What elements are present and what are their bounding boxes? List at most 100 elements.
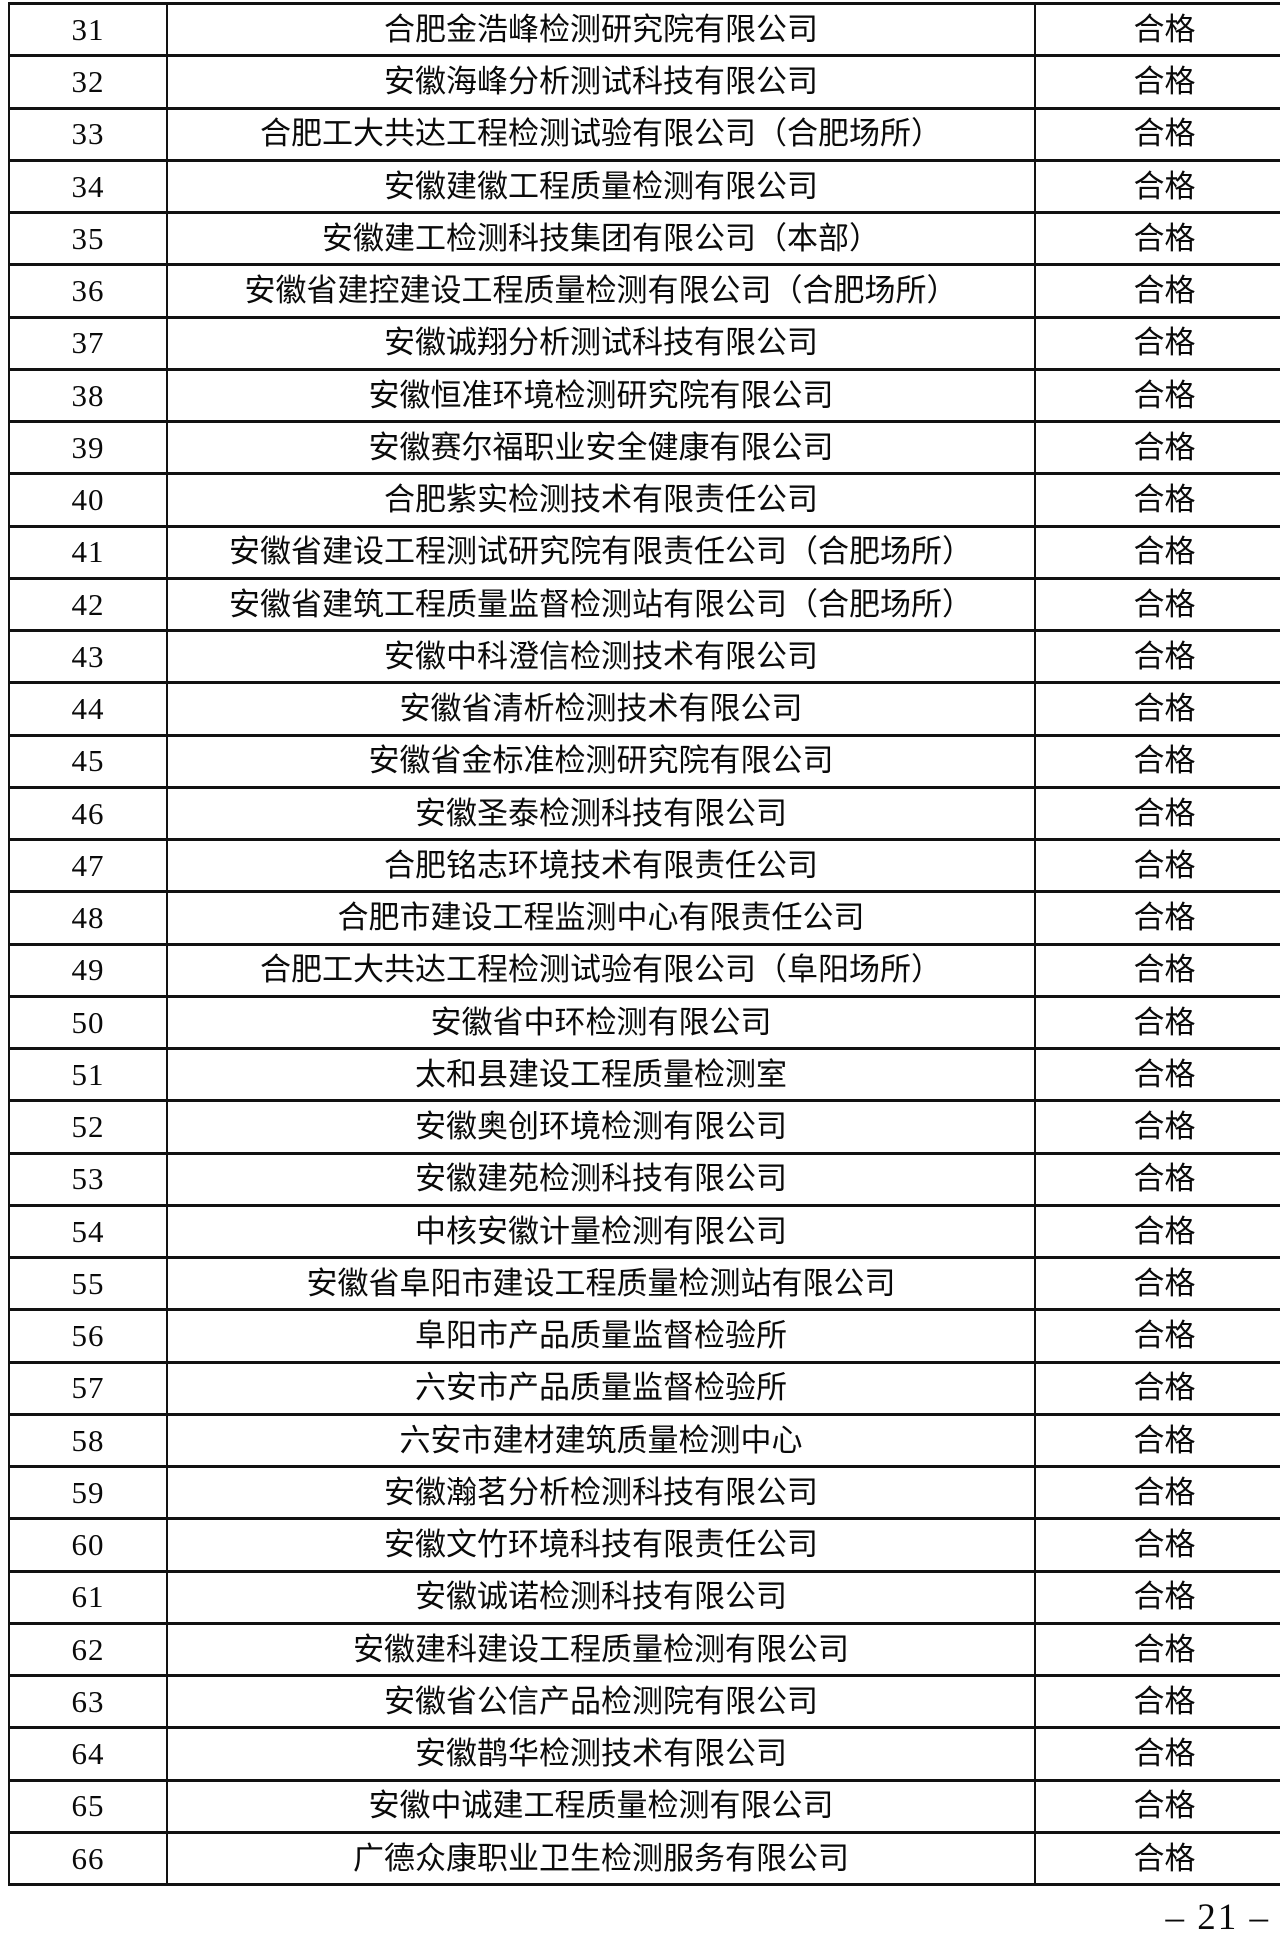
inspection-result-table: 31 合肥金浩峰检测研究院有限公司 合格 32 安徽海峰分析测试科技有限公司 合… (8, 1, 1280, 1887)
result-cell: 合格 (1034, 263, 1280, 319)
result-cell: 合格 (1034, 106, 1280, 162)
company-name-cell: 安徽建科建设工程质量检测有限公司 (166, 1621, 1036, 1678)
company-name-cell: 安徽鹊华检测技术有限公司 (166, 1726, 1036, 1782)
row-number-cell: 43 (8, 628, 168, 685)
company-name-cell: 安徽诚翔分析测试科技有限公司 (166, 315, 1036, 371)
row-number-cell: 60 (8, 1517, 168, 1573)
result-cell: 合格 (1034, 1099, 1280, 1155)
table-row: 49 合肥工大共达工程检测试验有限公司（阜阳场所） 合格 (8, 942, 1280, 998)
company-name-cell: 合肥工大共达工程检测试验有限公司（合肥场所） (166, 106, 1036, 162)
company-name-cell: 安徽奥创环境检测有限公司 (166, 1099, 1036, 1155)
table-row: 45 安徽省金标准检测研究院有限公司 合格 (8, 733, 1280, 789)
row-number-cell: 57 (8, 1360, 168, 1416)
company-name-cell: 安徽恒准环境检测研究院有限公司 (166, 367, 1036, 424)
table-row: 44 安徽省清析检测技术有限公司 合格 (8, 681, 1280, 737)
row-number-cell: 58 (8, 1412, 168, 1469)
company-table-body: 31 合肥金浩峰检测研究院有限公司 合格 32 安徽海峰分析测试科技有限公司 合… (8, 1, 1280, 1887)
row-number-cell: 65 (8, 1778, 168, 1834)
result-cell: 合格 (1034, 158, 1280, 215)
company-name-cell: 安徽省建控建设工程质量检测有限公司（合肥场所） (166, 263, 1036, 319)
row-number-cell: 62 (8, 1621, 168, 1678)
company-name-cell: 合肥市建设工程监测中心有限责任公司 (166, 890, 1036, 946)
row-number-cell: 56 (8, 1308, 168, 1364)
result-cell: 合格 (1034, 1673, 1280, 1730)
row-number-cell: 61 (8, 1569, 168, 1625)
row-number-cell: 31 (8, 1, 168, 58)
table-row: 60 安徽文竹环境科技有限责任公司 合格 (8, 1517, 1280, 1573)
table-row: 40 合肥紫实检测技术有限责任公司 合格 (8, 472, 1280, 528)
result-cell: 合格 (1034, 1151, 1280, 1207)
result-cell: 合格 (1034, 733, 1280, 789)
result-cell: 合格 (1034, 1621, 1280, 1678)
row-number-cell: 36 (8, 263, 168, 319)
table-row: 55 安徽省阜阳市建设工程质量检测站有限公司 合格 (8, 1255, 1280, 1312)
company-name-cell: 安徽省建筑工程质量监督检测站有限公司（合肥场所） (166, 576, 1036, 633)
company-name-cell: 安徽中诚建工程质量检测有限公司 (166, 1778, 1036, 1834)
page-number: – 21 – (1165, 1897, 1270, 1938)
row-number-cell: 33 (8, 106, 168, 162)
row-number-cell: 44 (8, 681, 168, 737)
company-name-cell: 安徽中科澄信检测技术有限公司 (166, 628, 1036, 685)
row-number-cell: 48 (8, 890, 168, 946)
row-number-cell: 55 (8, 1255, 168, 1312)
row-number-cell: 34 (8, 158, 168, 215)
company-name-cell: 六安市建材建筑质量检测中心 (166, 1412, 1036, 1469)
company-name-cell: 安徽省中环检测有限公司 (166, 994, 1036, 1051)
company-name-cell: 太和县建设工程质量检测室 (166, 1046, 1036, 1103)
table-row: 46 安徽圣泰检测科技有限公司 合格 (8, 785, 1280, 842)
row-number-cell: 41 (8, 524, 168, 580)
row-number-cell: 37 (8, 315, 168, 371)
table-row: 66 广德众康职业卫生检测服务有限公司 合格 (8, 1830, 1280, 1887)
table-row: 47 合肥铭志环境技术有限责任公司 合格 (8, 837, 1280, 894)
table-row: 37 安徽诚翔分析测试科技有限公司 合格 (8, 315, 1280, 371)
company-name-cell: 安徽省建设工程测试研究院有限责任公司（合肥场所） (166, 524, 1036, 580)
result-cell: 合格 (1034, 315, 1280, 371)
company-name-cell: 阜阳市产品质量监督检验所 (166, 1308, 1036, 1364)
result-cell: 合格 (1034, 1203, 1280, 1260)
table-row: 51 太和县建设工程质量检测室 合格 (8, 1046, 1280, 1103)
row-number-cell: 64 (8, 1726, 168, 1782)
row-number-cell: 45 (8, 733, 168, 789)
row-number-cell: 53 (8, 1151, 168, 1207)
company-name-cell: 安徽海峰分析测试科技有限公司 (166, 54, 1036, 110)
company-name-cell: 安徽诚诺检测科技有限公司 (166, 1569, 1036, 1625)
result-cell: 合格 (1034, 54, 1280, 110)
company-name-cell: 安徽建苑检测科技有限公司 (166, 1151, 1036, 1207)
table-row: 35 安徽建工检测科技集团有限公司（本部） 合格 (8, 210, 1280, 267)
result-cell: 合格 (1034, 1255, 1280, 1312)
result-cell: 合格 (1034, 1464, 1280, 1521)
company-name-cell: 六安市产品质量监督检验所 (166, 1360, 1036, 1416)
result-cell: 合格 (1034, 942, 1280, 998)
table-row: 43 安徽中科澄信检测技术有限公司 合格 (8, 628, 1280, 685)
result-cell: 合格 (1034, 628, 1280, 685)
table-row: 56 阜阳市产品质量监督检验所 合格 (8, 1308, 1280, 1364)
table-row: 38 安徽恒准环境检测研究院有限公司 合格 (8, 367, 1280, 424)
company-name-cell: 安徽省金标准检测研究院有限公司 (166, 733, 1036, 789)
row-number-cell: 32 (8, 54, 168, 110)
result-cell: 合格 (1034, 419, 1280, 476)
row-number-cell: 39 (8, 419, 168, 476)
row-number-cell: 54 (8, 1203, 168, 1260)
result-cell: 合格 (1034, 785, 1280, 842)
row-number-cell: 46 (8, 785, 168, 842)
result-cell: 合格 (1034, 1360, 1280, 1416)
table-row: 59 安徽瀚茗分析检测科技有限公司 合格 (8, 1464, 1280, 1521)
result-cell: 合格 (1034, 524, 1280, 580)
result-cell: 合格 (1034, 1778, 1280, 1834)
table-row: 53 安徽建苑检测科技有限公司 合格 (8, 1151, 1280, 1207)
table-row: 50 安徽省中环检测有限公司 合格 (8, 994, 1280, 1051)
table-row: 63 安徽省公信产品检测院有限公司 合格 (8, 1673, 1280, 1730)
table-row: 42 安徽省建筑工程质量监督检测站有限公司（合肥场所） 合格 (8, 576, 1280, 633)
row-number-cell: 40 (8, 472, 168, 528)
company-name-cell: 安徽建工检测科技集团有限公司（本部） (166, 210, 1036, 267)
company-name-cell: 合肥工大共达工程检测试验有限公司（阜阳场所） (166, 942, 1036, 998)
table-row: 54 中核安徽计量检测有限公司 合格 (8, 1203, 1280, 1260)
table-row: 36 安徽省建控建设工程质量检测有限公司（合肥场所） 合格 (8, 263, 1280, 319)
result-cell: 合格 (1034, 1517, 1280, 1573)
result-cell: 合格 (1034, 1830, 1280, 1887)
table-row: 32 安徽海峰分析测试科技有限公司 合格 (8, 54, 1280, 110)
table-row: 61 安徽诚诺检测科技有限公司 合格 (8, 1569, 1280, 1625)
company-name-cell: 安徽建徽工程质量检测有限公司 (166, 158, 1036, 215)
table-row: 58 六安市建材建筑质量检测中心 合格 (8, 1412, 1280, 1469)
row-number-cell: 50 (8, 994, 168, 1051)
